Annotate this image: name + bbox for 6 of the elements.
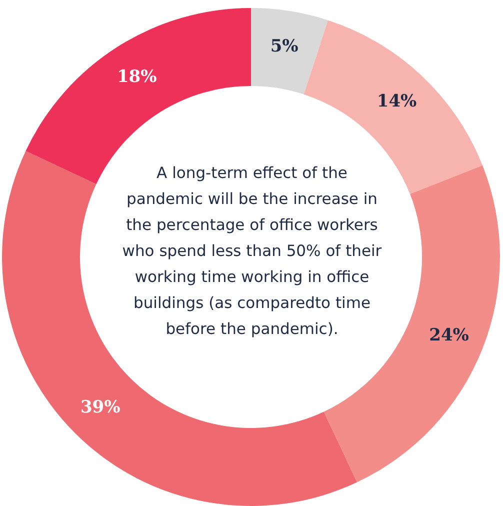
text: A long-term effect of the pandemic will be the increase in the percentage of office workers who spend less than 50% of their working time working in office buildings (as comparedto time before the pandemic). <box>121 163 383 340</box>
data-label: 24% <box>429 325 469 346</box>
data-label: 18% <box>116 67 157 88</box>
data-label: 39% <box>80 398 120 418</box>
data-label: 5% <box>270 36 298 57</box>
data-label: 14% <box>376 92 417 112</box>
